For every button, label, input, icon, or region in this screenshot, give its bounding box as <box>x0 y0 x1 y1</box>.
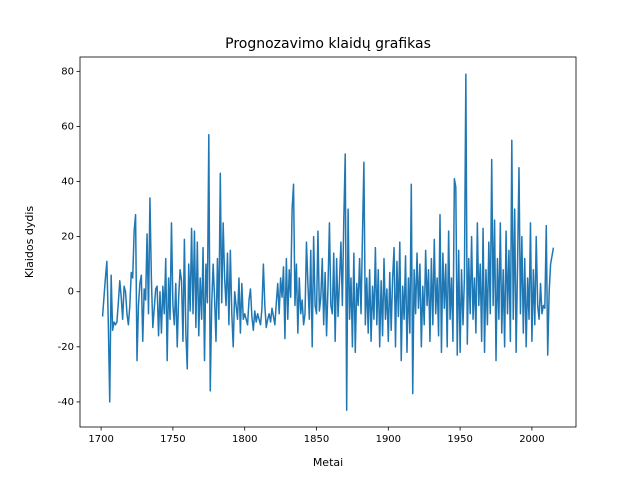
x-tick-label: 1800 <box>232 434 257 445</box>
x-tick-label: 1900 <box>376 434 401 445</box>
y-tick-label: 40 <box>61 177 74 188</box>
y-tick-label: 20 <box>61 232 74 243</box>
x-axis-label: Metai <box>313 456 343 469</box>
y-tick-label: 80 <box>61 66 74 77</box>
plot-frame <box>79 56 577 428</box>
y-tick-label: 60 <box>61 121 74 132</box>
data-line <box>101 73 555 411</box>
x-tick-label: 1700 <box>88 434 113 445</box>
y-axis-label: Klaidos dydis <box>23 206 36 279</box>
x-tick-label: 1950 <box>447 434 472 445</box>
x-tick-label: 1750 <box>160 434 185 445</box>
chart-title: Prognozavimo klaidų grafikas <box>225 36 431 52</box>
x-tick-label: 1850 <box>304 434 329 445</box>
x-tick-label: 2000 <box>519 434 544 445</box>
y-tick-label: -40 <box>58 397 74 408</box>
y-tick-label: 0 <box>68 287 74 298</box>
y-tick-label: -20 <box>58 342 74 353</box>
